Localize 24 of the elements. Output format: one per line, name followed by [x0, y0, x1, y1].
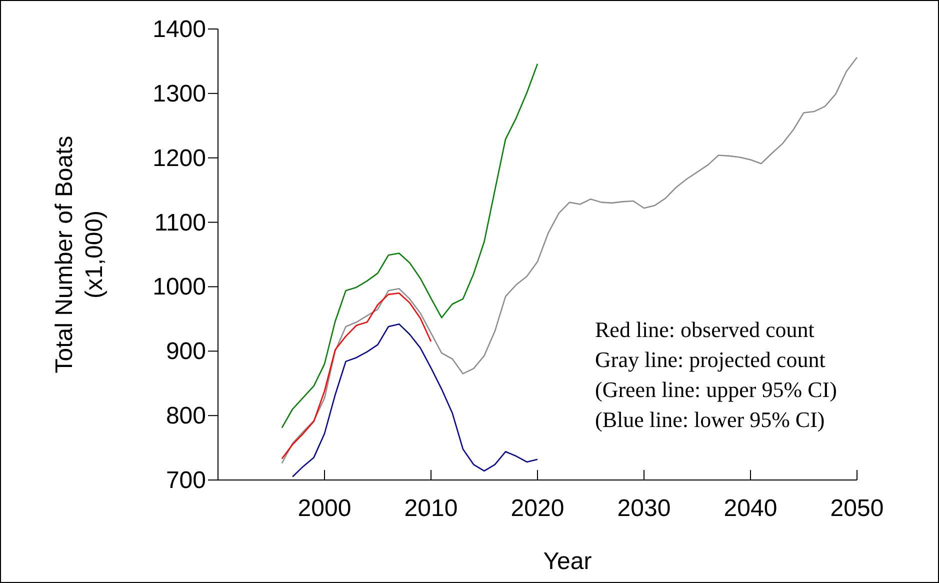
x-tick-label: 2010 [404, 495, 458, 522]
x-tick-label: 2040 [724, 495, 778, 522]
y-tick-label: 700 [166, 467, 206, 494]
line-series [281, 56, 858, 464]
y-axis-title: Total Number of Boats (x1,000) [51, 136, 108, 374]
y-tick-label: 1300 [152, 80, 206, 108]
x-tick-label: 2000 [298, 495, 352, 522]
x-tick-label: 2020 [510, 495, 564, 522]
y-tick-label: 1100 [154, 209, 206, 236]
y-tick-label: 800 [166, 402, 206, 430]
annotation: (Green line: upper 95% CI) [595, 377, 837, 402]
annotation: Red line: observed count [595, 317, 814, 342]
x-axis-title: Year [543, 548, 592, 575]
line-series [281, 292, 432, 460]
y-tick-label: 1400 [152, 16, 206, 43]
annotation: (Blue line: lower 95% CI) [595, 407, 825, 432]
x-tick-label: 2030 [617, 495, 671, 522]
y-tick-label: 1000 [152, 274, 206, 301]
line-series [292, 323, 538, 478]
y-tick-label: 900 [166, 338, 206, 366]
y-tick-label: 1200 [152, 144, 206, 172]
line-series [281, 63, 538, 428]
annotation: Gray line: projected count [595, 347, 826, 372]
x-tick-label: 2050 [830, 495, 884, 522]
